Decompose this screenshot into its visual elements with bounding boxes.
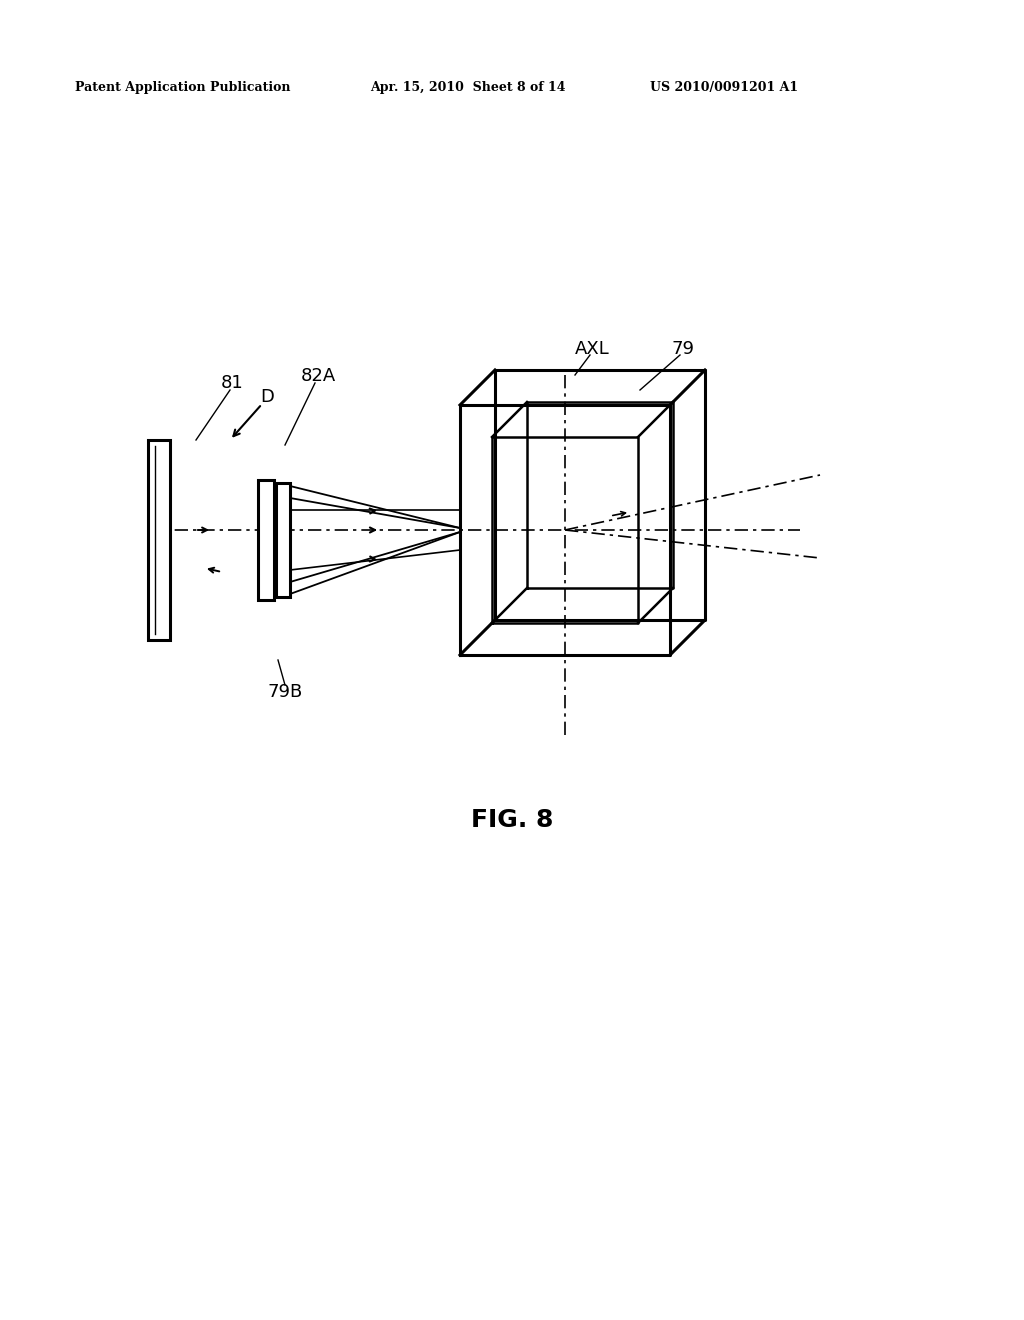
- Text: US 2010/0091201 A1: US 2010/0091201 A1: [650, 82, 798, 95]
- Text: 79: 79: [672, 341, 694, 358]
- Bar: [276, 483, 290, 597]
- Bar: [258, 480, 274, 601]
- Text: Apr. 15, 2010  Sheet 8 of 14: Apr. 15, 2010 Sheet 8 of 14: [370, 82, 565, 95]
- Text: AXL: AXL: [574, 341, 609, 358]
- Text: 81: 81: [220, 374, 244, 392]
- Text: Patent Application Publication: Patent Application Publication: [75, 82, 291, 95]
- Bar: [148, 440, 170, 640]
- Text: 82A: 82A: [300, 367, 336, 385]
- Text: 79B: 79B: [267, 682, 303, 701]
- Text: D: D: [260, 388, 274, 407]
- Text: FIG. 8: FIG. 8: [471, 808, 553, 832]
